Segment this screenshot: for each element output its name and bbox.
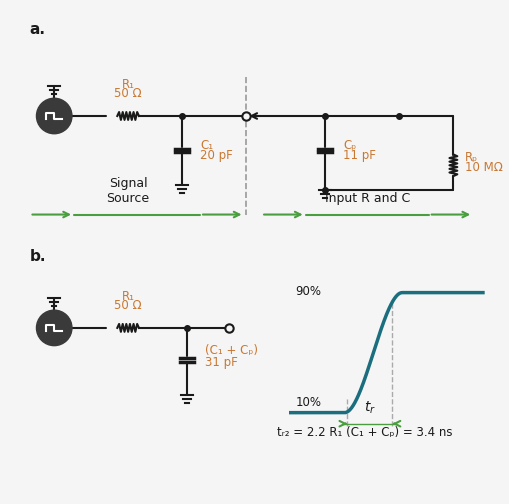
Text: 10%: 10% [295, 396, 321, 409]
Text: Rₚ: Rₚ [464, 151, 477, 164]
Text: 20 pF: 20 pF [200, 149, 233, 162]
Text: 50 Ω: 50 Ω [114, 299, 142, 312]
Text: Signal
Source: Signal Source [106, 177, 150, 205]
Text: Cₚ: Cₚ [343, 139, 356, 152]
Text: (C₁ + Cₚ): (C₁ + Cₚ) [205, 344, 258, 357]
Text: 31 pF: 31 pF [205, 356, 237, 369]
Text: C₁: C₁ [200, 139, 213, 152]
Text: 10 MΩ: 10 MΩ [464, 161, 502, 174]
Text: tᵣ₂ = 2.2 R₁ (C₁ + Cₚ) = 3.4 ns: tᵣ₂ = 2.2 R₁ (C₁ + Cₚ) = 3.4 ns [276, 426, 451, 439]
Text: Input R and C: Input R and C [324, 192, 409, 205]
Text: 11 pF: 11 pF [343, 149, 375, 162]
Text: b.: b. [30, 249, 46, 264]
Text: R₁: R₁ [121, 290, 134, 303]
Text: $t_r$: $t_r$ [363, 399, 375, 416]
Text: 50 Ω: 50 Ω [114, 87, 142, 100]
Text: R₁: R₁ [121, 78, 134, 91]
Text: a.: a. [30, 22, 45, 37]
Circle shape [37, 98, 72, 134]
Circle shape [37, 310, 72, 346]
Text: 90%: 90% [295, 285, 321, 298]
